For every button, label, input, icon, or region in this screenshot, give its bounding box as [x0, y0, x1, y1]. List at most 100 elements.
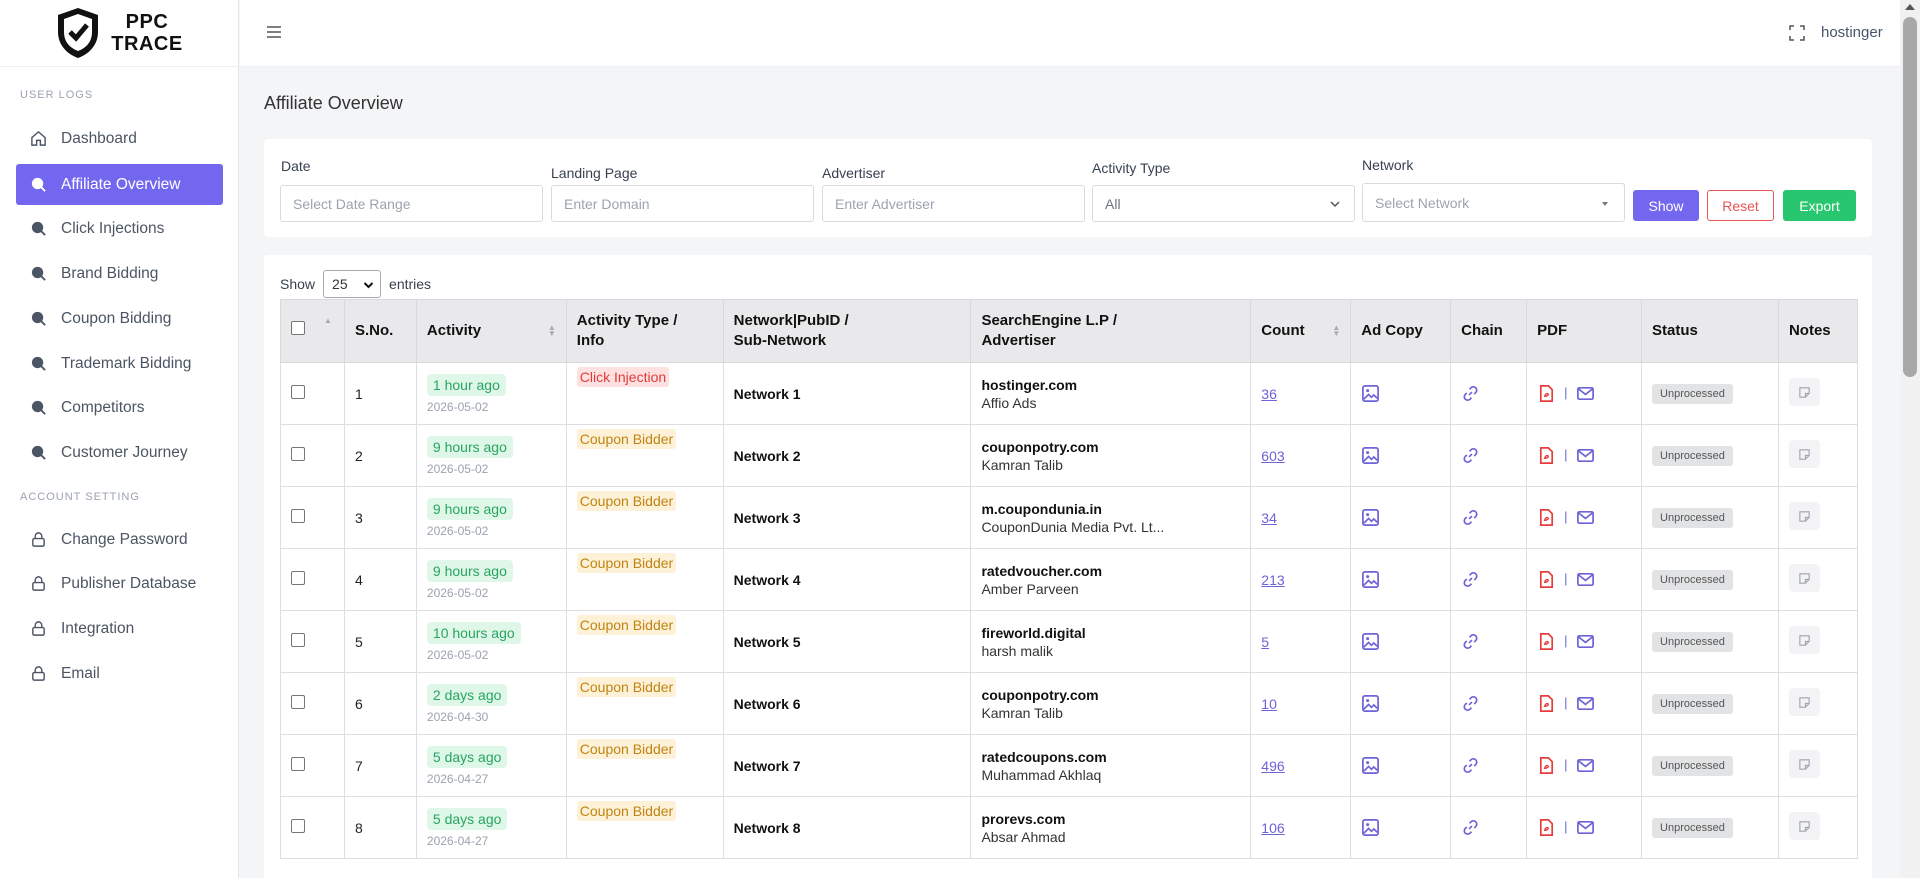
sidebar-item-dashboard[interactable]: Dashboard	[16, 118, 223, 159]
row-checkbox[interactable]	[291, 571, 305, 585]
fullscreen-icon[interactable]	[1789, 25, 1805, 41]
pdf-file-icon[interactable]	[1537, 694, 1556, 713]
brand-logo[interactable]: PPC TRACE	[0, 0, 238, 67]
link-icon[interactable]	[1461, 446, 1480, 465]
link-icon[interactable]	[1461, 570, 1480, 589]
reset-button[interactable]: Reset	[1707, 190, 1774, 221]
mail-icon[interactable]	[1576, 694, 1595, 713]
sidebar-item-customer-journey[interactable]: Customer Journey	[16, 432, 223, 473]
row-checkbox[interactable]	[291, 819, 305, 833]
export-button[interactable]: Export	[1783, 190, 1856, 221]
pdf-file-icon[interactable]	[1537, 446, 1556, 465]
notes-button[interactable]	[1788, 688, 1820, 716]
network-select[interactable]: Select Network	[1362, 183, 1625, 222]
mail-icon[interactable]	[1576, 756, 1595, 775]
count-header[interactable]: Count ▲ ▼	[1250, 299, 1352, 363]
mail-icon[interactable]	[1576, 570, 1595, 589]
pdf-file-icon[interactable]	[1537, 818, 1556, 837]
sidebar-item-publisher-database[interactable]: Publisher Database	[16, 563, 223, 604]
image-icon[interactable]	[1361, 384, 1380, 403]
pdf-file-icon[interactable]	[1537, 632, 1556, 651]
sidebar-item-brand-bidding[interactable]: Brand Bidding	[16, 253, 223, 294]
activity-ago-badge: 5 days ago	[426, 807, 508, 830]
sidebar-item-label: Coupon Bidding	[61, 309, 172, 327]
pdf-file-icon[interactable]	[1537, 570, 1556, 589]
count-link[interactable]: 34	[1261, 509, 1277, 526]
user-menu[interactable]: hostinger	[1821, 24, 1883, 41]
sort-icon[interactable]: ▲ ▼	[547, 323, 556, 338]
landing-domain: couponpotry.com	[981, 686, 1099, 703]
entries-select[interactable]: 25	[323, 270, 382, 298]
link-icon[interactable]	[1461, 694, 1480, 713]
notes-button[interactable]	[1788, 564, 1820, 592]
pdf-file-icon[interactable]	[1537, 508, 1556, 527]
row-checkbox[interactable]	[291, 509, 305, 523]
row-select-cell	[280, 548, 345, 611]
notes-button[interactable]	[1788, 502, 1820, 530]
count-link[interactable]: 36	[1261, 385, 1277, 402]
sidebar-item-competitors[interactable]: Competitors	[16, 387, 223, 428]
row-checkbox[interactable]	[291, 695, 305, 709]
activity-cell: 1 hour ago 2026-05-02	[415, 362, 567, 425]
count-link[interactable]: 5	[1261, 633, 1270, 650]
scroll-up-arrow-icon[interactable]	[1905, 4, 1915, 10]
notes-button[interactable]	[1788, 812, 1820, 840]
link-icon[interactable]	[1461, 632, 1480, 651]
advertiser-input[interactable]: Enter Advertiser	[822, 185, 1085, 222]
sidebar-item-click-injections[interactable]: Click Injections	[16, 208, 223, 249]
image-icon[interactable]	[1361, 818, 1380, 837]
sort-icon[interactable]: ▲ ▼	[1332, 323, 1341, 338]
sidebar-item-trademark-bidding[interactable]: Trademark Bidding	[16, 343, 223, 384]
sidebar-item-email[interactable]: Email	[16, 653, 223, 694]
row-checkbox[interactable]	[291, 447, 305, 461]
count-link[interactable]: 213	[1261, 571, 1285, 588]
row-checkbox[interactable]	[291, 633, 305, 647]
image-icon[interactable]	[1361, 570, 1380, 589]
adcopy-cell	[1350, 734, 1452, 797]
date-range-input[interactable]: Select Date Range	[280, 185, 543, 222]
show-button[interactable]: Show	[1633, 190, 1699, 221]
link-icon[interactable]	[1461, 818, 1480, 837]
menu-icon[interactable]	[265, 24, 283, 40]
chevron-down-icon	[363, 282, 374, 289]
image-icon[interactable]	[1361, 632, 1380, 651]
notes-button[interactable]	[1788, 378, 1820, 406]
image-icon[interactable]	[1361, 508, 1380, 527]
count-link[interactable]: 496	[1261, 757, 1285, 774]
mail-icon[interactable]	[1576, 384, 1595, 403]
link-icon[interactable]	[1461, 508, 1480, 527]
image-icon[interactable]	[1361, 756, 1380, 775]
row-checkbox[interactable]	[291, 757, 305, 771]
count-link[interactable]: 603	[1261, 447, 1285, 464]
pdf-file-icon[interactable]	[1537, 384, 1556, 403]
select-all-header[interactable]: ▲	[280, 299, 345, 363]
landing-page-input[interactable]: Enter Domain	[551, 185, 814, 222]
image-icon[interactable]	[1361, 446, 1380, 465]
advertiser-name: Absar Ahmad	[981, 828, 1066, 845]
sidebar-item-integration[interactable]: Integration	[16, 608, 223, 649]
row-checkbox[interactable]	[291, 385, 305, 399]
sidebar-item-change-password[interactable]: Change Password	[16, 519, 223, 560]
mail-icon[interactable]	[1576, 818, 1595, 837]
notes-button[interactable]	[1788, 750, 1820, 778]
image-icon[interactable]	[1361, 694, 1380, 713]
notes-button[interactable]	[1788, 440, 1820, 468]
mail-icon[interactable]	[1576, 508, 1595, 527]
mail-icon[interactable]	[1576, 632, 1595, 651]
sidebar-item-coupon-bidding[interactable]: Coupon Bidding	[16, 298, 223, 339]
mail-icon[interactable]	[1576, 446, 1595, 465]
sort-icon[interactable]: ▲	[324, 316, 332, 325]
page-scrollbar[interactable]	[1900, 0, 1920, 878]
activity-type-select[interactable]: All	[1092, 185, 1355, 222]
scrollbar-thumb[interactable]	[1903, 17, 1917, 377]
activity-header[interactable]: Activity ▲ ▼	[415, 299, 567, 363]
select-all-checkbox[interactable]	[291, 321, 305, 335]
sidebar-item-affiliate-overview[interactable]: Affiliate Overview	[16, 164, 223, 205]
link-icon[interactable]	[1461, 756, 1480, 775]
activity-type-cell: Coupon Bidder	[565, 424, 724, 487]
notes-button[interactable]	[1788, 626, 1820, 654]
link-icon[interactable]	[1461, 384, 1480, 403]
count-link[interactable]: 10	[1261, 695, 1277, 712]
pdf-file-icon[interactable]	[1537, 756, 1556, 775]
count-link[interactable]: 106	[1261, 819, 1285, 836]
